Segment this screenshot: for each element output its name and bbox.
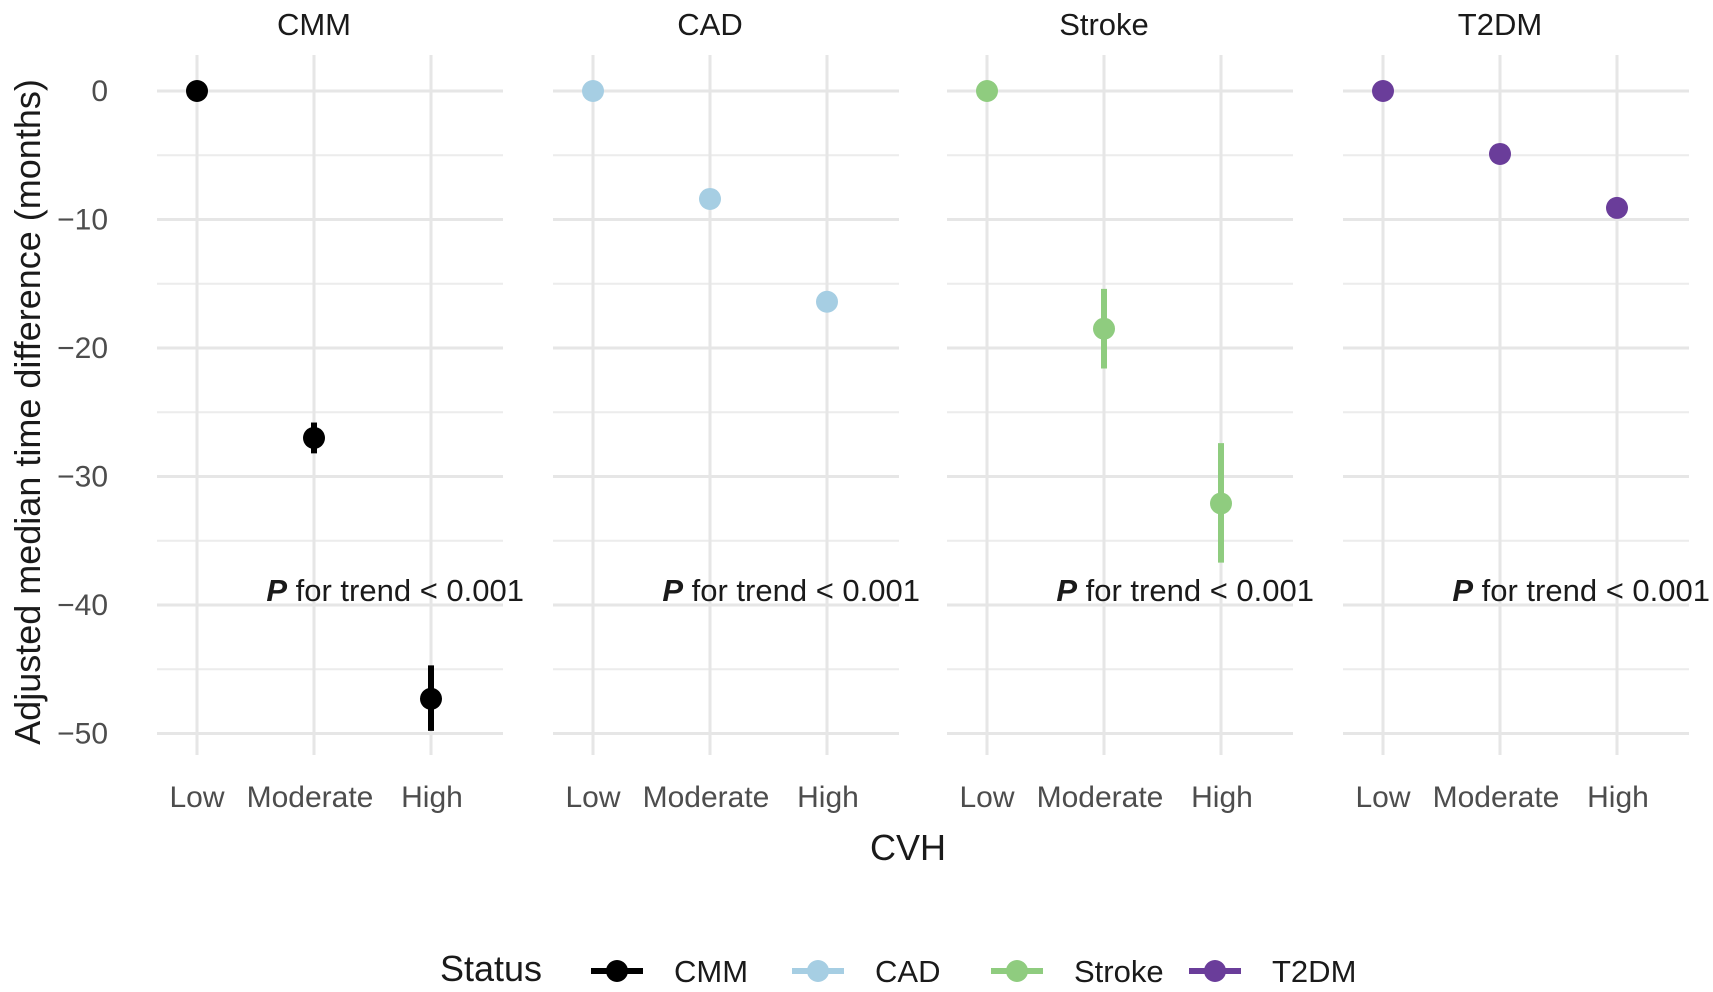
x-tick-label: Moderate — [643, 781, 770, 814]
x-tick-label: Moderate — [247, 781, 374, 814]
data-point — [186, 80, 208, 102]
legend-key-point — [807, 960, 829, 982]
data-point — [1210, 492, 1232, 515]
legend-label: CMM — [674, 954, 748, 989]
trend-annotation: P for trend < 0.001 — [1452, 573, 1710, 608]
y-axis-ticks: 0 −10 −20 −30 −40 −50 — [57, 75, 108, 751]
facet-strips: CMM CAD Stroke T2DM — [277, 7, 1542, 42]
legend-key-point — [606, 960, 628, 982]
trend-annotation: P for trend < 0.001 — [1056, 573, 1314, 608]
data-marks — [186, 80, 1628, 731]
legend-label: T2DM — [1272, 954, 1356, 989]
data-point — [420, 687, 442, 710]
data-point — [1606, 196, 1628, 219]
data-point — [699, 187, 721, 210]
y-tick-label: 0 — [91, 75, 108, 108]
facet-strip-label: T2DM — [1458, 7, 1542, 42]
data-point — [582, 80, 604, 102]
x-axis-ticks: Low Moderate High Low Moderate High Low Moderat… — [169, 781, 1648, 814]
data-point — [303, 426, 325, 449]
x-tick-label: High — [797, 781, 859, 814]
data-point — [1093, 317, 1115, 340]
x-tick-label: Low — [1355, 781, 1410, 814]
x-tick-label: Moderate — [1037, 781, 1164, 814]
trend-annotation: P for trend < 0.001 — [266, 573, 524, 608]
x-tick-label: Low — [959, 781, 1014, 814]
data-point — [816, 290, 838, 313]
legend-key-point — [1006, 960, 1028, 982]
trend-annotation: P for trend < 0.001 — [662, 573, 920, 608]
x-tick-label: Low — [169, 781, 224, 814]
x-tick-label: High — [1191, 781, 1253, 814]
y-tick-label: −40 — [57, 589, 108, 622]
trend-annotations: P for trend < 0.001 P for trend < 0.001 P … — [266, 573, 1710, 608]
facet-strip-label: Stroke — [1059, 7, 1149, 42]
x-axis-title: CVH — [870, 827, 946, 868]
x-tick-label: Low — [565, 781, 620, 814]
y-tick-label: −50 — [57, 718, 108, 751]
legend-label: Stroke — [1074, 954, 1164, 989]
data-point — [1372, 80, 1394, 102]
legend-label: CAD — [875, 954, 940, 989]
x-tick-label: Moderate — [1433, 781, 1560, 814]
facet-strip-label: CMM — [277, 7, 351, 42]
data-point — [976, 80, 998, 102]
y-tick-label: −20 — [57, 332, 108, 365]
legend-key-point — [1204, 960, 1226, 982]
y-axis-title: Adjusted median time difference (months) — [7, 79, 48, 745]
y-tick-label: −30 — [57, 461, 108, 494]
x-tick-label: High — [401, 781, 463, 814]
facet-strip-label: CAD — [677, 7, 742, 42]
legend-title: Status — [440, 948, 542, 989]
legend: Status CMM CAD Stroke T2DM — [440, 948, 1356, 989]
y-tick-label: −10 — [57, 204, 108, 237]
data-point — [1489, 142, 1511, 165]
x-tick-label: High — [1587, 781, 1649, 814]
grid-layer — [157, 55, 1689, 755]
